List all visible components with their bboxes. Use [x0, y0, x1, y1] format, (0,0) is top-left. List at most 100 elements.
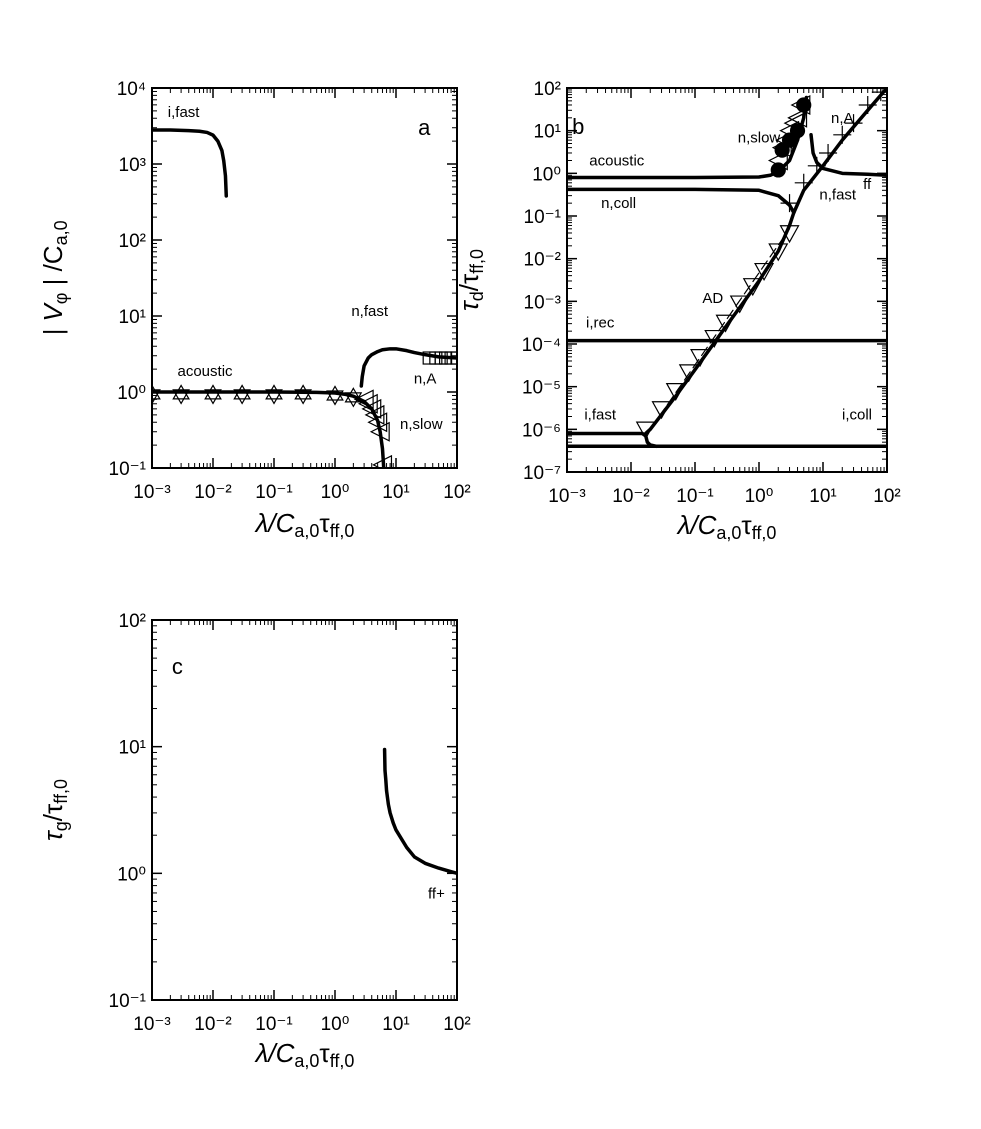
- annotation: n,coll: [601, 195, 636, 212]
- marker: [361, 398, 382, 419]
- panel-letter: c: [172, 654, 183, 679]
- label-part: | /C: [38, 245, 68, 292]
- annotation: acoustic: [589, 152, 645, 169]
- x-tick-label: 10²: [873, 486, 900, 507]
- label-subscript: a,0: [716, 523, 741, 543]
- y-tick-label: 10⁰: [532, 164, 561, 185]
- label-part: /τ: [38, 803, 68, 821]
- annotation: n,A: [831, 110, 854, 127]
- y-tick-label: 10⁻⁵: [522, 378, 561, 399]
- annotation: acoustic: [178, 363, 234, 380]
- x-tick-label: 10⁻¹: [676, 486, 714, 507]
- marker: [353, 389, 374, 410]
- marker: [172, 389, 190, 405]
- marker: [204, 389, 222, 405]
- y-axis-label: | Vφ | /Ca,0: [38, 220, 71, 335]
- annotation: n,slow: [738, 129, 781, 146]
- y-tick-label: 10⁴: [117, 79, 146, 100]
- annotation: n,fast: [819, 186, 857, 203]
- label-part: λ/C: [254, 1038, 295, 1068]
- marker: [768, 243, 789, 262]
- series-line: [644, 88, 887, 436]
- label-subscript: ff,0: [330, 521, 355, 541]
- marker: [858, 95, 877, 114]
- series-line: [152, 128, 229, 198]
- marker: [794, 173, 813, 192]
- y-tick-label: 10⁻⁷: [523, 463, 561, 484]
- marker: [372, 454, 393, 468]
- label-subscript: a,0: [294, 521, 319, 541]
- marker: [294, 384, 312, 400]
- marker: [770, 162, 786, 178]
- plot-frame: [151, 619, 458, 1001]
- y-axis-label: τg/τff,0: [38, 779, 71, 841]
- marker: [357, 393, 378, 414]
- y-tick-label: 10⁻³: [524, 292, 562, 313]
- panel: 10⁻³ 10⁻² 10⁻¹ 10⁰ 10¹ 10² 10⁻¹ 10⁰ 10¹ 10² λ/Ca,0…: [38, 611, 471, 1071]
- x-tick-label: 10⁻³: [133, 1014, 171, 1035]
- plot-area: [382, 747, 457, 876]
- x-tick-label: 10⁻²: [194, 482, 232, 503]
- marker: [344, 387, 363, 403]
- annotation: n,A: [414, 371, 437, 388]
- marker: [742, 278, 763, 297]
- panel-letter: a: [418, 115, 431, 140]
- marker: [715, 314, 736, 333]
- x-axis-label: λ/Ca,0τff,0: [254, 508, 355, 541]
- series-line: [359, 347, 457, 388]
- series-line: [809, 133, 887, 178]
- label-subscript: a,0: [294, 1051, 319, 1071]
- marker: [754, 262, 775, 282]
- marker: [265, 384, 283, 400]
- y-tick-label: 10⁻⁴: [522, 335, 561, 356]
- marker: [704, 329, 725, 349]
- x-tick-label: 10¹: [382, 482, 409, 503]
- marker: [789, 123, 806, 139]
- panel: 10⁻³ 10⁻² 10⁻¹ 10⁰ 10¹ 10² 10⁻¹ 10⁰ 10¹ 10² 10³ 10⁴…: [38, 79, 471, 541]
- y-tick-label: 10²: [119, 231, 146, 252]
- series-line: [649, 228, 791, 430]
- annotation: n,fast: [351, 303, 389, 320]
- marker: [807, 156, 826, 175]
- label-subscript: ff,0: [51, 779, 71, 804]
- marker: [787, 107, 808, 128]
- series-line: [567, 187, 796, 215]
- panel: 10⁻³ 10⁻² 10⁻¹ 10⁰ 10¹ 10² 10⁻⁷ 10⁻⁶ 10⁻⁵ 10⁻⁴ 10⁻…: [454, 79, 901, 543]
- y-axis-label: τd/τff,0: [454, 249, 487, 311]
- marker: [844, 114, 863, 133]
- x-tick-label: 10²: [443, 1014, 470, 1035]
- marker: [665, 383, 686, 402]
- x-tick-label: 10⁰: [321, 482, 350, 503]
- marker: [326, 390, 344, 406]
- marker: [779, 225, 800, 244]
- label-part: τ: [741, 510, 752, 540]
- marker: [265, 389, 283, 405]
- label-subscript: ff,0: [467, 249, 487, 274]
- label-part: τ: [319, 1038, 330, 1068]
- x-tick-label: 10⁰: [745, 486, 774, 507]
- y-tick-label: 10⁰: [117, 864, 146, 885]
- y-tick-label: 10⁻²: [524, 250, 562, 271]
- plot-area: [567, 88, 887, 449]
- marker: [152, 384, 161, 400]
- marker: [344, 392, 363, 408]
- marker: [294, 389, 312, 405]
- y-tick-label: 10⁰: [117, 383, 146, 404]
- plot-area: [152, 128, 457, 468]
- y-tick-label: 10⁻¹: [109, 991, 147, 1012]
- annotation: AD: [702, 290, 723, 307]
- marker: [233, 389, 251, 405]
- label-part: | V: [38, 302, 68, 336]
- label-subscript: φ: [51, 293, 71, 305]
- label-part: /τ: [454, 273, 484, 291]
- marker: [635, 421, 656, 440]
- x-tick-label: 10¹: [809, 486, 836, 507]
- y-tick-label: 10²: [534, 79, 561, 100]
- y-tick-label: 10³: [119, 155, 146, 176]
- x-tick-label: 10⁻³: [548, 486, 586, 507]
- x-tick-label: 10⁻²: [194, 1014, 232, 1035]
- x-tick-label: 10⁻¹: [255, 482, 293, 503]
- annotation: i,coll: [842, 407, 872, 424]
- plot-frame: [151, 87, 458, 469]
